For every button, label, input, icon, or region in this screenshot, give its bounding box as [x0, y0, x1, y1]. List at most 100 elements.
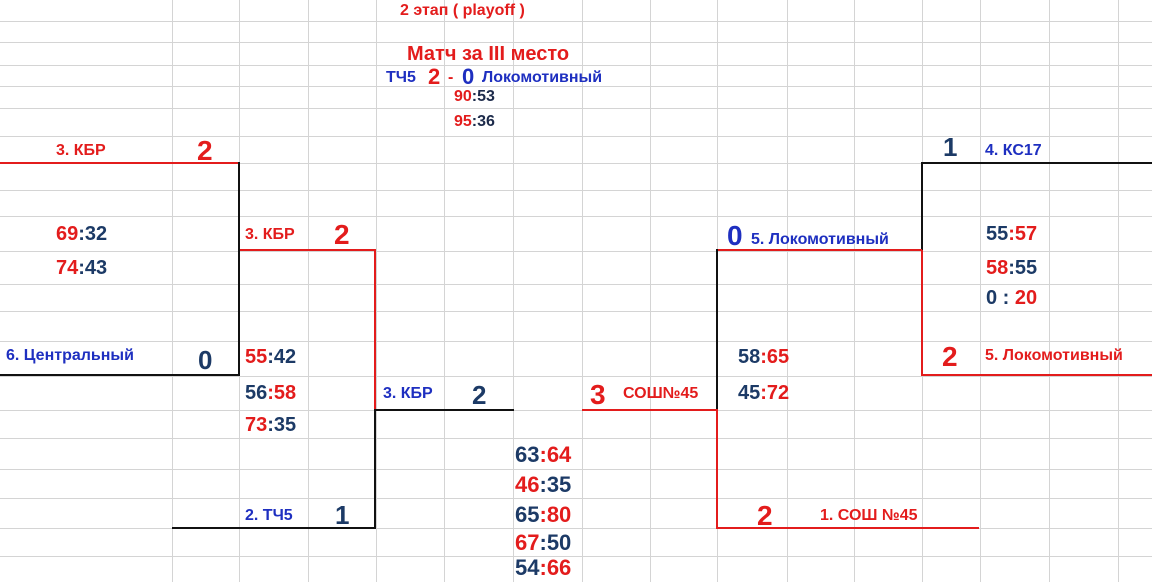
- bracket-line-final-left: [376, 409, 514, 411]
- grid-column-line: [854, 0, 855, 582]
- bracket-line-sf-left-loser: [172, 527, 376, 529]
- third-place-score2: 0: [462, 64, 475, 89]
- final-game-score: 46:35: [515, 472, 572, 497]
- bracket-line-qf-right-loser: [922, 162, 1152, 164]
- series-score: 2: [472, 380, 487, 410]
- final-game-score: 54:66: [515, 555, 572, 580]
- bracket-line-qf-left-vertical: [238, 162, 240, 376]
- series-score: 0: [727, 220, 743, 251]
- third-place-title: Матч за III место: [407, 43, 570, 65]
- team-name: 6. Центральный: [6, 347, 134, 364]
- game-score-b: 57: [1014, 223, 1038, 245]
- game-score-b: 53: [477, 88, 495, 105]
- grid-row-line: [0, 469, 1152, 470]
- grid-row-line: [0, 42, 1152, 43]
- final-game-score: 67:50: [515, 530, 572, 555]
- bracket-line-sf-right-vertical-bottom: [716, 409, 718, 529]
- game-score-a: 55: [245, 346, 268, 368]
- grid-row-line: [0, 376, 1152, 377]
- grid-row-line: [0, 21, 1152, 22]
- game-score-b: 55: [1014, 257, 1038, 279]
- grid-row-line: [0, 108, 1152, 109]
- team-name: 5. Локомотивный: [751, 231, 889, 248]
- bracket-line-sf-right-vertical-top: [716, 249, 718, 411]
- bracket-line-sf-left-vertical-top: [374, 249, 376, 411]
- grid-column-line: [513, 0, 514, 582]
- third-place-team2: Локомотивный: [482, 69, 603, 86]
- grid-row-line: [0, 556, 1152, 557]
- series-score: 2: [197, 135, 213, 166]
- grid-row-line: [0, 311, 1152, 312]
- game-score-a: 45: [738, 382, 761, 404]
- grid-column-line: [172, 0, 173, 582]
- game-score-b: 64: [546, 442, 572, 467]
- game-score-b: 35: [546, 472, 572, 497]
- game-score-b: 58: [273, 382, 297, 404]
- game-score-b: 32: [84, 223, 108, 245]
- bracket-line-qf-left-winner: [0, 162, 240, 164]
- grid-row-line: [0, 216, 1152, 217]
- bracket-line-qf-right-vertical-bottom: [921, 250, 923, 376]
- third-place-dash: -: [448, 69, 454, 86]
- grid-column-line: [787, 0, 788, 582]
- game-score-b: 36: [477, 113, 495, 130]
- series-score: 2: [334, 219, 350, 250]
- team-name: 5. Локомотивный: [985, 347, 1123, 364]
- game-score-a: 63: [515, 442, 540, 467]
- team-name: 2. ТЧ5: [245, 507, 293, 524]
- game-score: 73:35: [245, 414, 297, 436]
- grid-row-line: [0, 528, 1152, 529]
- team-name: СОШ№45: [623, 385, 699, 402]
- team-name: 3. КБР: [245, 226, 295, 243]
- grid-row-line: [0, 163, 1152, 164]
- series-score: 2: [942, 341, 958, 372]
- bracket-line-qf-right-vertical-top: [921, 162, 923, 252]
- series-score: 1: [335, 500, 350, 530]
- bracket-line-sf-left-vertical-bottom: [374, 409, 376, 529]
- game-score-a: 95: [454, 113, 472, 130]
- grid-row-line: [0, 190, 1152, 191]
- game-score-b: 42: [273, 346, 297, 368]
- final-game-score: 63:64: [515, 442, 572, 467]
- game-score-b: 72: [766, 382, 790, 404]
- team-name: 3. КБР: [383, 385, 433, 402]
- grid-row-line: [0, 498, 1152, 499]
- game-score: 45:72: [738, 382, 790, 404]
- game-score-b: 20: [1014, 287, 1038, 309]
- game-score-b: 66: [546, 555, 572, 580]
- game-score: 69:32: [56, 223, 108, 245]
- grid-column-line: [980, 0, 981, 582]
- third-place-team1: ТЧ5: [386, 69, 416, 86]
- game-score-b: 50: [546, 530, 572, 555]
- grid-column-line: [308, 0, 309, 582]
- game-score-a: 74: [56, 257, 79, 279]
- game-score-a: 55: [986, 223, 1009, 245]
- grid-column-line: [650, 0, 651, 582]
- third-place-game-score: 90:53: [454, 88, 495, 105]
- team-name: 3. КБР: [56, 142, 106, 159]
- game-score: 56:58: [245, 382, 297, 404]
- grid-row-line: [0, 86, 1152, 87]
- game-score-a: 90: [454, 88, 472, 105]
- game-score: 74:43: [56, 257, 108, 279]
- grid-column-line: [1118, 0, 1119, 582]
- grid-column-line: [444, 0, 445, 582]
- game-score: 55:42: [245, 346, 297, 368]
- grid-row-line: [0, 341, 1152, 342]
- bracket-line-sf-left-winner: [240, 249, 376, 251]
- game-score-a: 58: [986, 257, 1009, 279]
- series-score: 0: [198, 345, 213, 375]
- grid-row-line: [0, 136, 1152, 137]
- game-score-a: 69: [56, 223, 79, 245]
- grid-column-line: [1049, 0, 1050, 582]
- game-score-b: 65: [766, 346, 790, 368]
- final-game-score: 65:80: [515, 502, 572, 527]
- bracket-line-qf-left-loser: [0, 374, 240, 376]
- game-score: 0 : 20: [986, 287, 1038, 309]
- game-score-a: 58: [738, 346, 761, 368]
- series-score: 2: [757, 500, 773, 531]
- third-place-game-score: 95:36: [454, 113, 495, 130]
- game-score-a: 46: [515, 472, 540, 497]
- game-score-a: 65: [515, 502, 540, 527]
